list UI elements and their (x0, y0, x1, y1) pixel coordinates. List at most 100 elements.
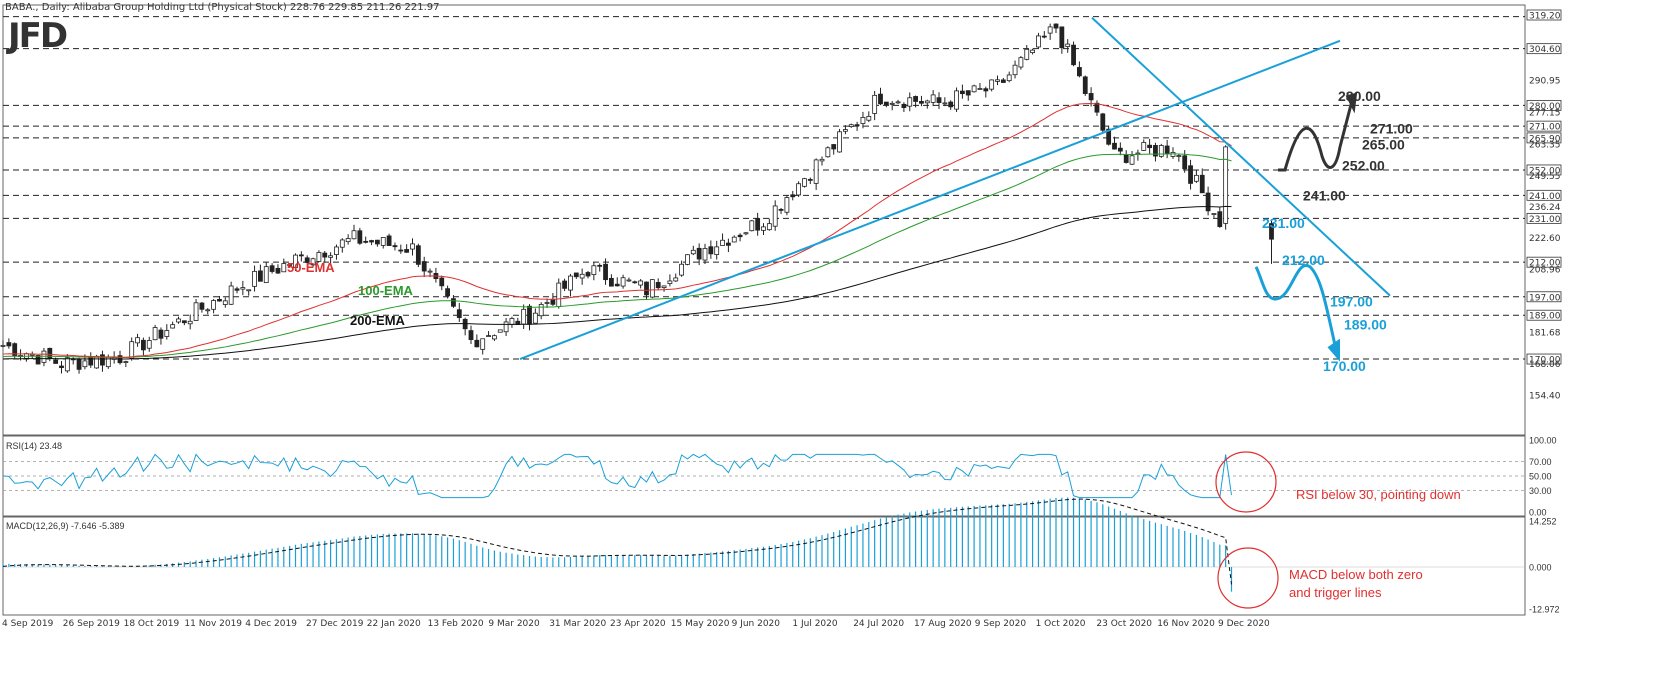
candle-body (1024, 48, 1030, 60)
candle-body (310, 258, 316, 266)
candle-body (591, 265, 597, 276)
candle-body (936, 97, 942, 103)
candle-body (1006, 74, 1012, 82)
candle-body (544, 302, 550, 304)
candle-body (164, 330, 170, 337)
candle-body (1199, 174, 1205, 194)
candle-body (1000, 79, 1006, 83)
x-tick-label: 22 Jan 2020 (367, 619, 421, 629)
x-tick-label: 24 Jul 2020 (853, 619, 904, 629)
candle-body (1123, 153, 1129, 163)
candle-body (743, 232, 749, 235)
candle-body (1153, 145, 1158, 157)
candle-body (532, 312, 538, 324)
candle-body (474, 339, 480, 348)
candle-body (620, 277, 626, 287)
price-tick-label: 189.00 (1529, 312, 1561, 322)
candle-body (784, 197, 790, 213)
price-tick-label: 249.55 (1529, 172, 1561, 182)
downside-level-label: 189.00 (1344, 316, 1387, 332)
candle-body (146, 340, 152, 349)
candle-body (193, 302, 199, 321)
candle-body (357, 230, 363, 244)
price-tick-box (1526, 132, 1562, 144)
ema100-line (2, 153, 1232, 359)
candle-body (878, 93, 883, 105)
rsi-tick-label: 100.00 (1529, 436, 1557, 446)
candle-body (1117, 147, 1123, 152)
candle-body (1158, 145, 1164, 157)
candle-body (766, 223, 772, 231)
x-tick-label: 1 Oct 2020 (1036, 619, 1086, 629)
price-tick-label: 212.00 (1529, 259, 1561, 269)
candle-body (129, 341, 135, 359)
price-tick-label: 154.40 (1529, 392, 1561, 402)
price-tick-box (1526, 99, 1562, 111)
rsi-highlight-circle (1215, 451, 1277, 513)
price-tick-label: 263.35 (1529, 140, 1561, 150)
candle-body (410, 243, 415, 250)
candle-body (731, 236, 737, 243)
ema50-label: 50-EMA (287, 260, 335, 275)
candle-body (404, 249, 410, 253)
price-tick-label: 181.68 (1529, 329, 1561, 339)
candle-body (942, 102, 948, 105)
candle-body (6, 342, 12, 347)
candle-body (778, 208, 784, 211)
candle-body (807, 178, 813, 181)
price-tick-box (1526, 353, 1562, 365)
candle-body (649, 279, 655, 298)
candle-body (726, 242, 731, 246)
candle-body (287, 264, 293, 266)
price-tick-label: 236.24 (1529, 203, 1561, 213)
x-tick-label: 27 Dec 2019 (306, 619, 364, 629)
candle-body (1164, 145, 1170, 155)
macd-annotation-line2: and trigger lines (1289, 585, 1382, 600)
candle-body (568, 275, 573, 291)
candle-body (363, 240, 369, 243)
candle-body (1176, 155, 1182, 158)
candle-body (989, 79, 995, 90)
candle-body (445, 288, 451, 297)
candle-body (509, 318, 515, 325)
downside-level-label: 197.00 (1330, 293, 1373, 309)
candle-body (1082, 76, 1088, 94)
price-tick-box (1526, 189, 1562, 201)
upside-level-label: 252.00 (1342, 157, 1385, 173)
candle-body (187, 320, 193, 325)
candle-body (720, 239, 725, 246)
x-tick-label: 23 Apr 2020 (610, 619, 666, 629)
candle-body (772, 205, 778, 227)
candle-body (328, 255, 334, 258)
candle-body (1211, 213, 1217, 215)
bullish-scenario-path (1278, 100, 1354, 172)
candle-body (883, 101, 889, 106)
candle-body (275, 267, 281, 274)
candle-body (1077, 67, 1082, 77)
candle-body (1059, 26, 1065, 49)
x-tick-label: 9 Dec 2020 (1218, 619, 1270, 629)
candle-body (843, 129, 848, 132)
candle-body (673, 277, 679, 282)
candle-body (661, 285, 667, 288)
candle-body (714, 246, 720, 255)
candle-body (901, 103, 907, 109)
candle-body (1223, 146, 1229, 224)
candle-body (755, 218, 761, 231)
jfd-logo: JFD (8, 16, 68, 56)
candle-body (971, 85, 977, 93)
x-tick-label: 9 Jun 2020 (732, 619, 781, 629)
candle-body (854, 124, 860, 127)
downside-level-label: 231.00 (1262, 215, 1305, 231)
candle-body (872, 94, 878, 114)
x-tick-label: 31 Mar 2020 (549, 619, 606, 629)
candle-body (351, 230, 357, 240)
macd-tick-label: 0.000 (1529, 563, 1552, 573)
candle-body (451, 298, 456, 307)
candle-body (205, 309, 211, 312)
rsi-tick-label: 70.00 (1529, 457, 1552, 467)
candle-body (837, 131, 842, 153)
candle-body (140, 339, 146, 351)
x-tick-label: 9 Mar 2020 (488, 619, 540, 629)
candle-body (257, 270, 263, 282)
